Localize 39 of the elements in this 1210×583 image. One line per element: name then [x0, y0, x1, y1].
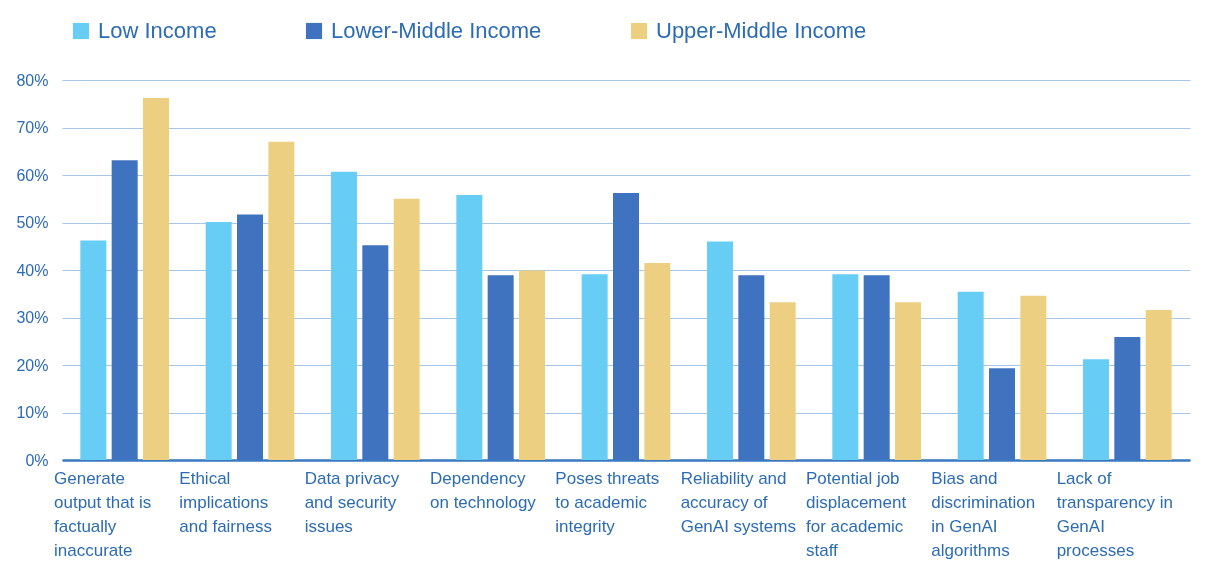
legend-label: Upper-Middle Income: [656, 18, 867, 43]
x-tick-label: Ethical implications and fairness: [179, 468, 272, 536]
bar: [707, 241, 733, 460]
y-tick-label: 20%: [16, 356, 49, 374]
y-tick-label: 50%: [16, 214, 49, 231]
x-tick-label: Data privacy and security issues: [304, 468, 400, 536]
y-tick-label: 30%: [16, 309, 49, 326]
x-tick-label: Bias and discrimination in GenAI algorithms: [931, 468, 1036, 560]
bar: [957, 291, 984, 460]
x-tick-label: Lack of transparency in GenAI processes: [1056, 468, 1173, 560]
x-tick-label: Generate output that is factually inaccurate: [54, 468, 152, 560]
y-tick-label: 60%: [16, 166, 49, 184]
bar: [1145, 309, 1172, 460]
y-tick-label: 80%: [16, 71, 49, 89]
x-tick-label: Dependency on technology: [430, 468, 537, 512]
y-tick-label: 40%: [16, 261, 49, 279]
bar: [644, 262, 671, 460]
bar: [393, 198, 420, 460]
bar: [205, 222, 232, 460]
x-tick-label: Poses threats to academic integrity: [555, 468, 660, 536]
bar: [832, 274, 859, 460]
y-tick-label: 70%: [16, 119, 49, 136]
bar: [769, 302, 796, 460]
y-tick-label: 0%: [25, 451, 49, 469]
bar: [331, 171, 357, 460]
bar: [80, 240, 107, 460]
bar: [456, 194, 483, 460]
bar: [895, 302, 921, 460]
bar: [1083, 359, 1109, 460]
x-tick-label: Reliability and accuracy of GenAI systems: [680, 468, 796, 536]
y-tick-label: 10%: [16, 404, 49, 421]
bar: [581, 274, 608, 460]
bar: [143, 98, 169, 460]
bar: [519, 270, 545, 460]
bar: [268, 141, 295, 460]
x-tick-label: Potential job displacement for academic staff: [806, 468, 907, 560]
legend-label: Low Income: [98, 18, 217, 43]
legend-label: Lower-Middle Income: [331, 18, 542, 43]
bar: [1020, 295, 1047, 460]
